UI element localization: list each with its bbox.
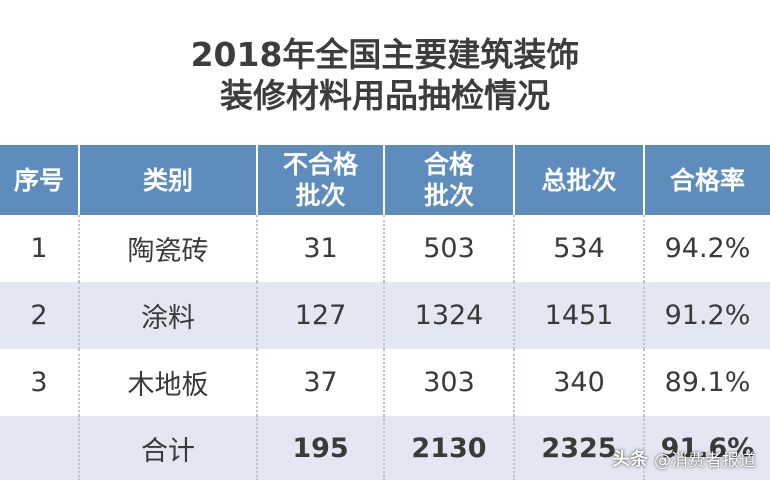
table-row: 3 木地板 37 303 340 89.1% (0, 349, 770, 416)
total-unqualified: 195 (256, 416, 384, 480)
watermark: 头条 @消费者报道 (612, 445, 756, 471)
cell-qualified: 303 (383, 349, 514, 416)
cell-no: 3 (30, 367, 48, 398)
total-batches: 2325 (513, 416, 644, 480)
header-label: 合格 (423, 150, 474, 179)
cell-rate: 94.2% (643, 215, 770, 282)
cell-unqualified: 127 (256, 282, 384, 349)
inspection-table: 序号 类别 不合格 批次 合格 批次 总批次 合格率 (0, 145, 770, 480)
header-label: 不合格 (282, 150, 358, 179)
title-line-2: 装修材料用品抽检情况 (220, 76, 550, 115)
header-label: 合格率 (669, 165, 745, 195)
cell-qualified: 503 (383, 215, 514, 282)
cell-qualified: 1324 (383, 282, 514, 349)
header-cell-no: 序号 (0, 145, 79, 215)
header-label: 类别 (142, 165, 193, 195)
total-rate: 91.6% (643, 416, 770, 480)
cell-rate: 89.1% (643, 349, 770, 416)
cell-rate: 91.2% (643, 282, 770, 349)
title-line-1: 2018年全国主要建筑装饰 (190, 35, 580, 74)
watermark-account: @消费者报道 (654, 450, 756, 471)
total-row: 合计 195 2130 2325 91.6% (0, 416, 770, 480)
header-label: 总批次 (541, 165, 617, 195)
header-cell-total: 总批次 (513, 145, 644, 215)
header-cell-unqualified: 不合格 批次 (256, 145, 384, 215)
cell-total: 1451 (513, 282, 644, 349)
header-label-line-2: 批次 (423, 181, 474, 210)
table-header-row: 序号 类别 不合格 批次 合格 批次 总批次 合格率 (0, 145, 770, 215)
total-label: 合计 (78, 416, 257, 480)
cell-no (0, 416, 79, 480)
cell-category: 陶瓷砖 (78, 215, 257, 282)
header-label-line-2: 批次 (295, 181, 346, 210)
page-title: 2018年全国主要建筑装饰 装修材料用品抽检情况 (0, 34, 770, 116)
total-qualified: 2130 (383, 416, 514, 480)
header-label: 序号 (13, 165, 64, 195)
cell-no: 1 (30, 233, 48, 264)
cell-no: 2 (0, 282, 79, 349)
cell-total: 534 (513, 215, 644, 282)
watermark-logo: 头条 (612, 449, 648, 470)
table-row: 2 涂料 127 1324 1451 91.2% (0, 282, 770, 349)
cell-unqualified: 31 (256, 215, 384, 282)
cell-category: 涂料 (78, 282, 257, 349)
cell-total: 340 (513, 349, 644, 416)
header-cell-rate: 合格率 (643, 145, 770, 215)
cell-unqualified: 37 (256, 349, 384, 416)
table-row: 1 陶瓷砖 31 503 534 94.2% (0, 215, 770, 282)
header-cell-category: 类别 (78, 145, 257, 215)
cell-category: 木地板 (78, 349, 257, 416)
header-cell-qualified: 合格 批次 (383, 145, 514, 215)
